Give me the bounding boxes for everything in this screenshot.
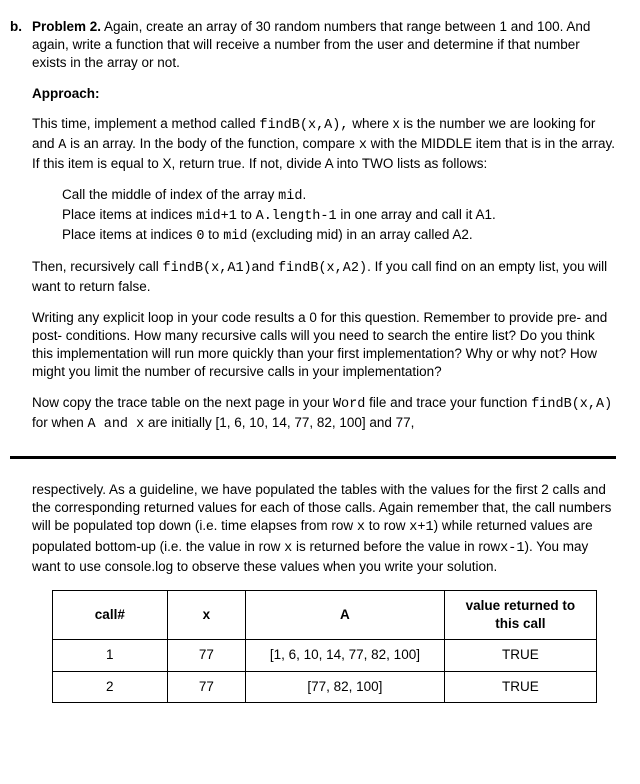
approach-para-4: Now copy the trace table on the next pag… <box>32 394 616 434</box>
text: are initially [1, 6, 10, 14, 77, 82, 100… <box>144 415 414 430</box>
code: x+1 <box>409 520 433 535</box>
cell-x: 77 <box>167 671 246 702</box>
problem-header: b. Problem 2. Again, create an array of … <box>10 18 616 73</box>
step-2: Place items at indices mid+1 to A.length… <box>62 206 616 226</box>
code: findB(x,A2) <box>278 261 367 276</box>
text: is returned before the value in row <box>292 539 500 554</box>
trace-table: call# x A value returned to this call 1 … <box>52 590 597 703</box>
cell-a: [77, 82, 100] <box>246 671 445 702</box>
code: mid <box>278 189 302 204</box>
cell-x: 77 <box>167 640 246 671</box>
steps-block: Call the middle of index of the array mi… <box>62 186 616 247</box>
code: findB(x,A), <box>259 118 348 133</box>
code: Word <box>333 397 365 412</box>
col-header-return: value returned to this call <box>444 591 596 640</box>
col-header-x: x <box>167 591 246 640</box>
table-header-row: call# x A value returned to this call <box>53 591 597 640</box>
code: mid+1 <box>196 209 237 224</box>
code: mid <box>223 229 247 244</box>
text: for when <box>32 415 88 430</box>
code: x <box>357 520 365 535</box>
col-header-a: A <box>246 591 445 640</box>
text: is an array. In the body of the function… <box>66 136 358 151</box>
table-row: 2 77 [77, 82, 100] TRUE <box>53 671 597 702</box>
text: to <box>204 227 223 242</box>
cell-call: 1 <box>53 640 168 671</box>
text: Place items at indices <box>62 207 196 222</box>
text: (excluding mid) in an array called A2. <box>248 227 473 242</box>
text: . <box>302 187 306 202</box>
problem-letter: b. <box>10 18 32 73</box>
text: and <box>252 259 278 274</box>
text: Call the middle of index of the array <box>62 187 278 202</box>
table-row: 1 77 [1, 6, 10, 14, 77, 82, 100] TRUE <box>53 640 597 671</box>
code: x-1 <box>500 541 524 556</box>
code: x <box>359 138 367 153</box>
text: Now copy the trace table on the next pag… <box>32 395 333 410</box>
code: A and x <box>88 417 145 432</box>
page-divider <box>10 456 616 459</box>
approach-para-2: Then, recursively call findB(x,A1)and fi… <box>32 258 616 296</box>
text: in one array and call it A1. <box>337 207 496 222</box>
code: findB(x,A) <box>531 397 612 412</box>
text: This time, implement a method called <box>32 116 259 131</box>
problem-title: Problem 2. <box>32 19 101 34</box>
step-3: Place items at indices 0 to mid (excludi… <box>62 226 616 246</box>
cell-a: [1, 6, 10, 14, 77, 82, 100] <box>246 640 445 671</box>
text: Then, recursively call <box>32 259 163 274</box>
cell-call: 2 <box>53 671 168 702</box>
code: findB(x,A1) <box>163 261 252 276</box>
cell-return: TRUE <box>444 640 596 671</box>
approach-para-3: Writing any explicit loop in your code r… <box>32 309 616 382</box>
text: to row <box>365 518 409 533</box>
text: to <box>237 207 256 222</box>
problem-text: Again, create an array of 30 random numb… <box>32 19 590 70</box>
text: file and trace your function <box>365 395 531 410</box>
code: A.length-1 <box>256 209 337 224</box>
step-1: Call the middle of index of the array mi… <box>62 186 616 206</box>
text: Place items at indices <box>62 227 196 242</box>
approach-label: Approach: <box>32 85 616 103</box>
approach-para-1: This time, implement a method called fin… <box>32 115 616 174</box>
problem-statement: Problem 2. Again, create an array of 30 … <box>32 18 616 73</box>
col-header-call: call# <box>53 591 168 640</box>
cell-return: TRUE <box>444 671 596 702</box>
approach-para-5: respectively. As a guideline, we have po… <box>32 481 616 576</box>
